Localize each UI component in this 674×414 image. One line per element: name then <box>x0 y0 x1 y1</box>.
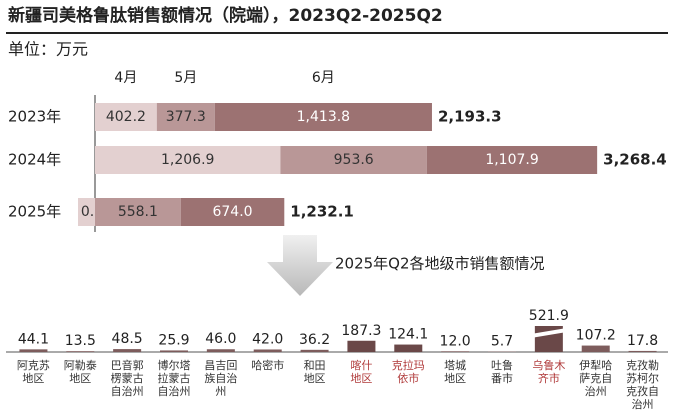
x-tick-label: 巴音郭 <box>111 358 144 372</box>
bar <box>347 340 376 352</box>
y-tick-label: 2023年 <box>8 108 61 126</box>
value-label: 48.5 <box>112 331 143 347</box>
x-tick-label: 苏柯尔 <box>626 372 659 385</box>
segment-label: 953.6 <box>334 152 374 168</box>
x-tick-label: 依市 <box>397 371 419 385</box>
bar <box>394 344 423 352</box>
x-tick-label: 番市 <box>491 371 513 385</box>
value-label: 17.8 <box>627 333 658 349</box>
bar-segment <box>180 198 285 226</box>
series-name: 5月 <box>174 70 197 86</box>
y-tick-label: 2024年 <box>8 151 61 169</box>
x-tick-label: 地区 <box>69 372 91 385</box>
x-tick-label: 治州 <box>585 384 607 398</box>
x-tick-label: 和田 <box>304 359 326 372</box>
x-tick-label: 吐鲁 <box>491 358 513 372</box>
page-title: 新疆司美格鲁肽销售额情况（院端），2023Q2-2025Q2 <box>8 5 443 26</box>
bar-segment <box>95 146 281 174</box>
value-label: 36.2 <box>299 332 330 348</box>
x-tick-label: 治州 <box>632 397 654 411</box>
total-label: 2,193.3 <box>438 108 502 126</box>
x-tick-label: 楞蒙古 <box>111 371 144 385</box>
value-label: 25.9 <box>158 332 189 348</box>
x-tick-label: 克孜勒 <box>626 358 659 372</box>
bar-segment <box>280 146 427 174</box>
value-label: 5.7 <box>491 334 513 350</box>
x-tick-label: 自治州 <box>158 384 191 398</box>
bar <box>300 349 329 352</box>
bar <box>19 349 48 352</box>
bar <box>206 349 235 352</box>
x-tick-label: 地区 <box>22 372 44 385</box>
x-tick-label: 克拉玛 <box>392 358 425 372</box>
x-tick-label: 地区 <box>444 372 466 385</box>
segment-label: 377.3 <box>166 109 206 125</box>
y-tick-label: 2025年 <box>8 203 61 221</box>
arrow <box>267 235 333 296</box>
x-tick-label: 族自治 <box>204 371 237 385</box>
bar-segment <box>214 103 432 131</box>
bar-segment <box>95 198 181 226</box>
segment-label: 1,413.8 <box>297 109 350 125</box>
value-label: 44.1 <box>18 331 49 347</box>
segment-label: 402.2 <box>106 109 146 125</box>
x-tick-label: 拉蒙古 <box>158 371 191 385</box>
sub-chart-title: 2025年Q2各地级市销售额情况 <box>335 255 545 273</box>
value-label: 13.5 <box>65 333 96 349</box>
bar <box>628 350 657 352</box>
bar <box>160 350 188 352</box>
x-tick-label: 喀什 <box>350 359 372 372</box>
x-tick-label: 地区 <box>304 372 326 385</box>
value-label: 46.0 <box>205 331 236 347</box>
x-tick-label: 伊犁哈 <box>579 358 612 372</box>
value-label: 521.9 <box>529 308 569 324</box>
bar <box>66 351 95 352</box>
x-tick-label: 博尔塔 <box>158 359 191 372</box>
x-tick-label: 州 <box>215 385 226 398</box>
x-tick-label: 哈密市 <box>251 358 284 372</box>
value-label: 42.0 <box>252 331 283 347</box>
bar <box>113 349 142 352</box>
series-name: 4月 <box>114 70 137 86</box>
value-label: 12.0 <box>440 333 471 349</box>
segment-label: 558.1 <box>118 204 158 220</box>
series-name: 6月 <box>312 70 335 86</box>
x-tick-label: 乌鲁木 <box>532 358 565 372</box>
bar-segment <box>426 146 598 174</box>
bar-segment <box>95 103 157 131</box>
value-label: 187.3 <box>341 323 381 339</box>
x-tick-label: 阿勒泰 <box>64 358 97 372</box>
value-label: 124.1 <box>388 327 428 343</box>
segment-label: 674.0 <box>212 204 252 220</box>
bar <box>581 345 610 352</box>
x-tick-label: 自治州 <box>111 384 144 398</box>
x-tick-label: 齐市 <box>538 371 560 385</box>
bar-segment <box>156 103 215 131</box>
x-tick-label: 昌吉回 <box>204 359 237 372</box>
x-tick-label: 塔城 <box>444 359 466 372</box>
x-tick-label: 地区 <box>350 372 372 385</box>
total-label: 1,232.1 <box>290 203 354 221</box>
x-tick-label: 阿克苏 <box>17 359 50 372</box>
x-tick-label: 萨克自 <box>579 372 612 385</box>
x-tick-label: 克孜自 <box>626 384 659 398</box>
bar <box>441 351 470 352</box>
segment-label: 1,206.9 <box>161 152 214 168</box>
bar <box>253 349 282 352</box>
total-label: 3,268.4 <box>603 151 667 169</box>
axis-break <box>530 328 567 338</box>
value-label: 107.2 <box>576 328 616 344</box>
segment-label: 1,107.9 <box>485 152 538 168</box>
unit-label: 单位：万元 <box>8 40 88 59</box>
